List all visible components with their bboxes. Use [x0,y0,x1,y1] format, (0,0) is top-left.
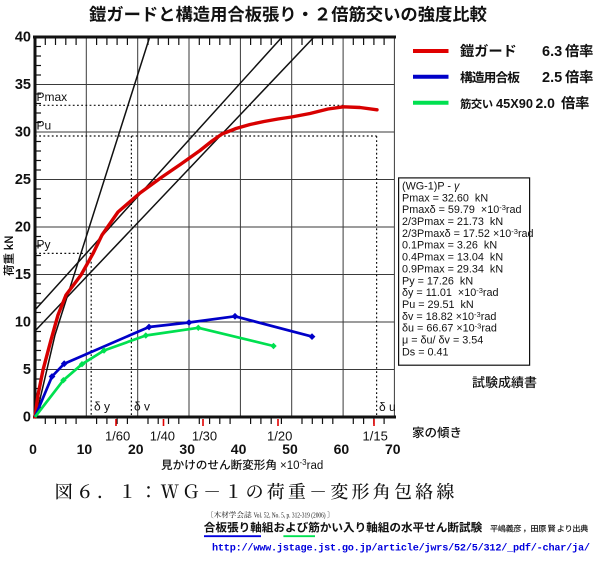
svg-text:35: 35 [15,77,31,93]
svg-text:δy = 11.01 ×10-3rad: δy = 11.01 ×10-3rad [402,286,499,300]
svg-text:Ds = 0.41: Ds = 0.41 [402,346,449,358]
svg-text:20: 20 [128,441,144,457]
svg-text:1/15: 1/15 [363,429,388,444]
svg-text:40: 40 [231,441,247,457]
svg-text:10: 10 [77,441,93,457]
svg-text:(WG-1)P - γ: (WG-1)P - γ [402,180,460,192]
svg-text:Pu = 29.51 kN: Pu = 29.51 kN [402,299,474,311]
svg-text:0.4Pmax = 13.04 kN: 0.4Pmax = 13.04 kN [402,252,503,264]
svg-text:δv = 18.82 ×10-3rad: δv = 18.82 ×10-3rad [402,309,496,323]
svg-text:Pmax = 32.60 kN: Pmax = 32.60 kN [402,192,488,204]
svg-text:15: 15 [15,267,31,283]
svg-text:μ = δu/ δv = 3.54: μ = δu/ δv = 3.54 [402,335,483,347]
svg-text:25: 25 [15,172,31,188]
svg-text:10: 10 [15,315,31,331]
svg-text:Pu: Pu [37,119,52,133]
svg-text:0.1Pmax = 3.26 kN: 0.1Pmax = 3.26 kN [402,240,497,252]
svg-text:45X90: 45X90 [496,96,533,111]
svg-text:δ y: δ y [94,400,110,414]
svg-text:30: 30 [15,125,31,141]
svg-text:6.3: 6.3 [542,44,562,60]
svg-text:5: 5 [23,362,31,378]
svg-text:2.0: 2.0 [536,95,556,111]
svg-text:1/60: 1/60 [105,429,130,444]
svg-text:Py: Py [37,238,51,252]
svg-text:Py = 17.26 kN: Py = 17.26 kN [402,275,473,287]
svg-text:20: 20 [15,220,31,236]
svg-text:40: 40 [15,30,31,46]
svg-text:http://www.jstage.jst.go.jp/ar: http://www.jstage.jst.go.jp/article/jwrs… [212,543,590,555]
svg-text:×10-3rad: ×10-3rad [280,458,323,472]
svg-text:50: 50 [282,441,298,457]
svg-text:δ v: δ v [134,400,150,414]
svg-text:1/30: 1/30 [192,429,217,444]
svg-text:70: 70 [385,441,401,457]
svg-text:1/20: 1/20 [267,429,292,444]
svg-text:2/3Pmaxδ = 17.52 ×10-3rad: 2/3Pmaxδ = 17.52 ×10-3rad [402,226,534,240]
svg-text:1/40: 1/40 [150,429,175,444]
svg-text:2.5: 2.5 [542,70,562,86]
svg-text:2/3Pmax = 21.73 kN: 2/3Pmax = 21.73 kN [402,216,503,228]
svg-text:δu = 66.67 ×10-3rad: δu = 66.67 ×10-3rad [402,321,497,335]
svg-text:δ u: δ u [379,400,396,414]
svg-text:0: 0 [23,410,31,426]
svg-text:60: 60 [334,441,350,457]
svg-text:0.9Pmax = 29.34 kN: 0.9Pmax = 29.34 kN [402,263,503,275]
svg-text:30: 30 [179,441,195,457]
svg-text:0: 0 [29,441,37,457]
svg-text:Vol. 52, No. 5, p. 312-319 (2: Vol. 52, No. 5, p. 312-319 (2006) [254,511,326,520]
svg-text:Pmaxδ = 59.79 ×10-3rad: Pmaxδ = 59.79 ×10-3rad [402,203,522,217]
svg-text:Pmax: Pmax [37,90,68,104]
